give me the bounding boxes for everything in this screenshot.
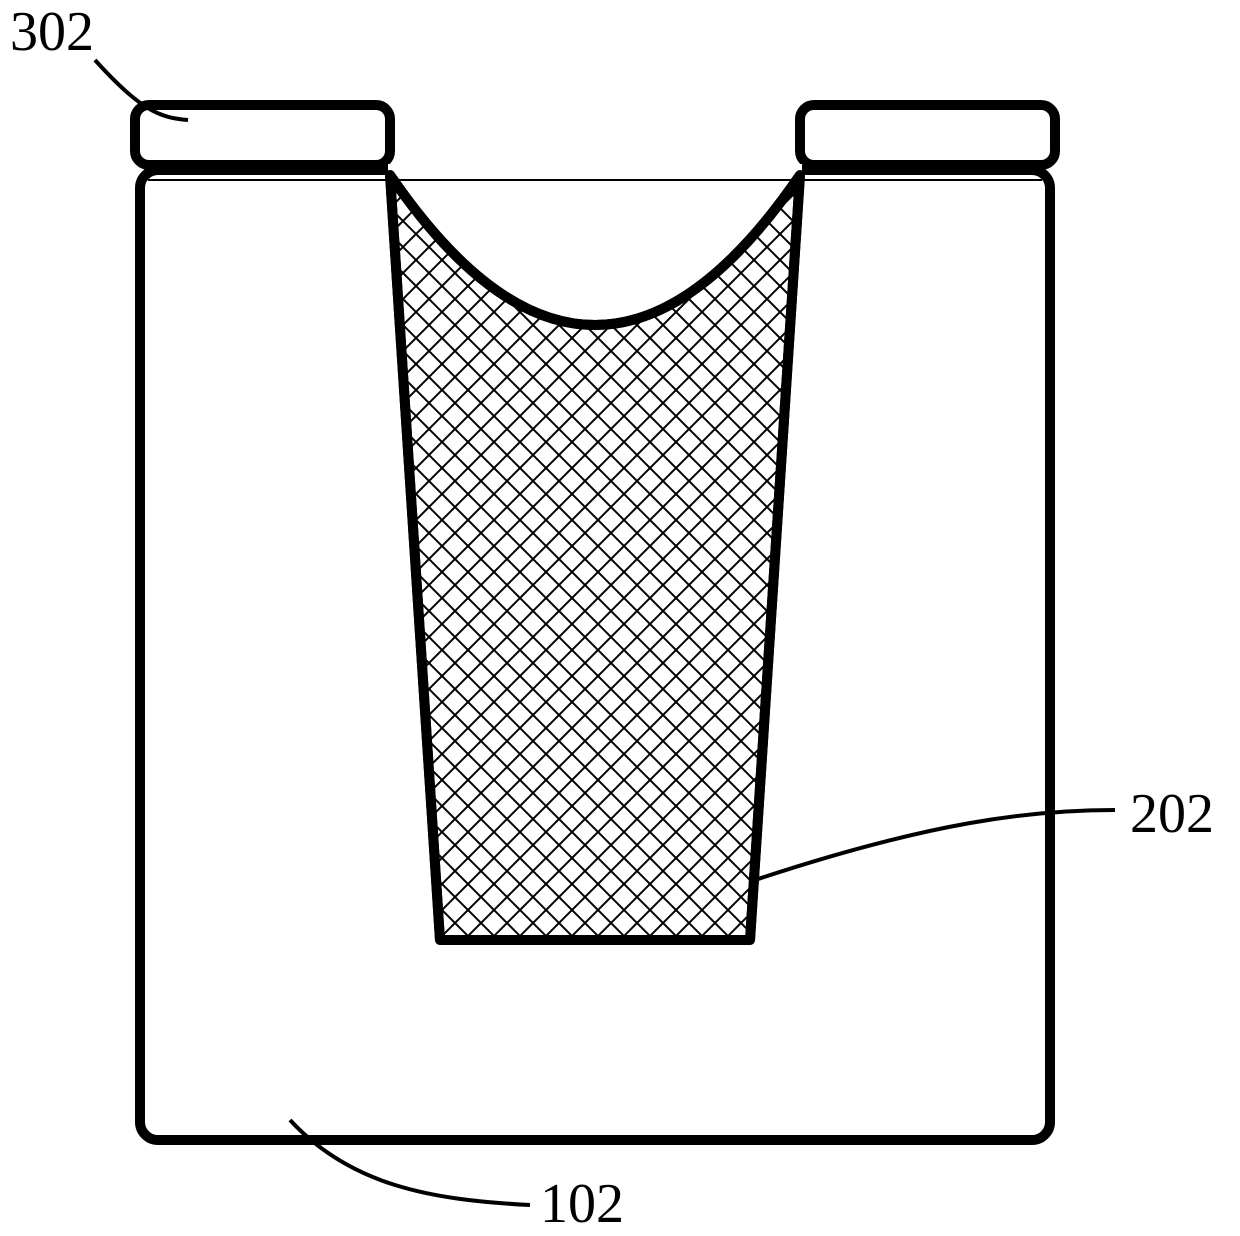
diagram-stage: 302 202 102 (0, 0, 1240, 1233)
top-right-bar (800, 105, 1055, 165)
top-left-bar (135, 105, 390, 165)
label-302: 302 (10, 0, 94, 64)
label-202: 202 (1130, 782, 1214, 846)
diagram-svg (0, 0, 1240, 1233)
label-102: 102 (540, 1172, 624, 1236)
